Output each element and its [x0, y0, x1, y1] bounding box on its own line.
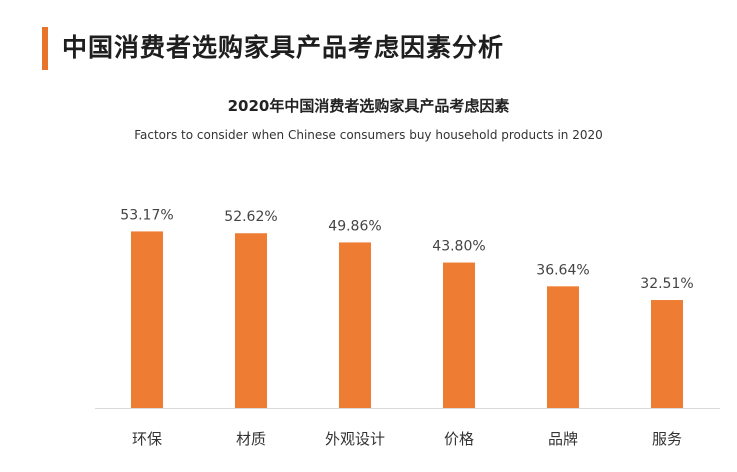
- chart-title: 2020年中国消费者选购家具产品考虑因素: [227, 97, 510, 115]
- title-accent-bar: [42, 27, 48, 70]
- category-label-1: 环保: [132, 430, 162, 448]
- page-title: 中国消费者选购家具产品考虑因素分析: [62, 33, 505, 62]
- value-label-1: 53.17%: [120, 207, 173, 223]
- category-label-3: 外观设计: [325, 430, 385, 448]
- category-label-4: 价格: [444, 430, 474, 448]
- value-label-4: 43.80%: [432, 239, 485, 255]
- value-label-5: 36.64%: [536, 262, 589, 278]
- bar-5: [547, 286, 579, 408]
- value-label-6: 32.51%: [640, 276, 693, 292]
- bar-1: [131, 231, 163, 408]
- bar-2: [235, 233, 267, 408]
- bar-4: [443, 262, 475, 408]
- bar-6: [651, 300, 683, 408]
- value-label-2: 52.62%: [224, 209, 277, 225]
- bar-3: [339, 242, 371, 408]
- value-label-3: 49.86%: [328, 218, 381, 234]
- chart-subtitle: Factors to consider when Chinese consume…: [134, 128, 603, 142]
- category-label-6: 服务: [652, 430, 682, 448]
- category-label-2: 材质: [236, 430, 266, 448]
- category-label-5: 品牌: [548, 430, 578, 448]
